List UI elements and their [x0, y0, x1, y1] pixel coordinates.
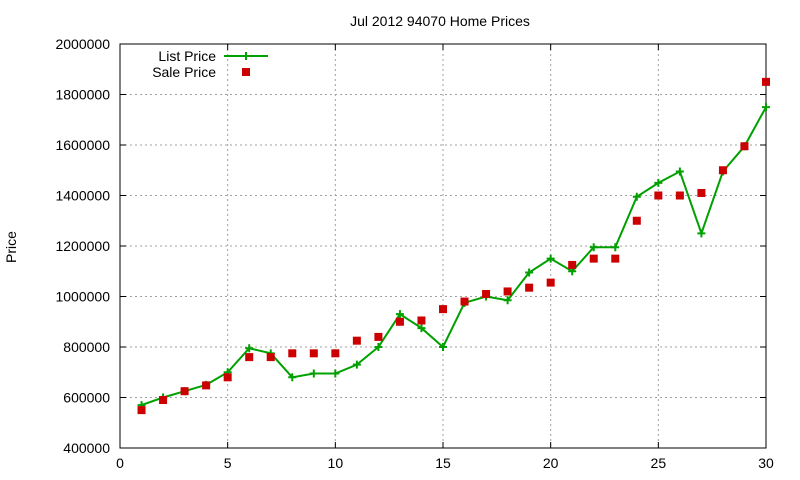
data-point: [460, 297, 469, 306]
data-point: [331, 369, 340, 378]
data-point: [352, 336, 361, 345]
y-tick-label: 600000: [63, 390, 110, 406]
series-line: [141, 106, 767, 407]
data-point: [159, 396, 168, 405]
data-point: [632, 192, 641, 201]
x-tick-label: 20: [543, 455, 559, 471]
data-point: [417, 316, 426, 325]
data-point: [568, 260, 577, 269]
data-point: [331, 349, 340, 358]
x-tick-label: 15: [435, 455, 451, 471]
y-tick-label: 1400000: [55, 188, 110, 204]
data-point: [589, 243, 598, 252]
data-point: [202, 381, 211, 390]
data-point: [611, 254, 620, 263]
y-tick-label: 1000000: [55, 289, 110, 305]
data-point: [546, 254, 555, 263]
data-point: [654, 191, 663, 200]
data-point: [439, 343, 447, 351]
data-point: [374, 332, 383, 341]
data-point: [675, 191, 684, 200]
data-point: [288, 373, 297, 382]
y-tick-labels: 400000 600000 800000 1000000 1200000 1400000 1…: [55, 36, 110, 456]
x-tick-label: 5: [224, 455, 232, 471]
x-tick-label: 30: [758, 455, 774, 471]
x-tick-labels: 0 5 10 15 20 25 30: [116, 455, 774, 471]
data-point: [762, 103, 770, 112]
data-point: [288, 349, 297, 358]
y-axis-label: Price: [3, 231, 19, 263]
chart-title: Jul 2012 94070 Home Prices: [350, 13, 530, 29]
y-tick-label: 800000: [63, 339, 110, 355]
data-point: [137, 406, 146, 415]
data-point: [417, 324, 426, 333]
series-layer: [137, 77, 770, 415]
data-point: [697, 229, 706, 238]
y-tick-label: 1200000: [55, 238, 110, 254]
y-tick-label: 1800000: [55, 87, 110, 103]
data-point: [503, 287, 512, 296]
data-point: [589, 254, 598, 263]
data-point: [374, 343, 383, 351]
data-point: [697, 188, 706, 197]
data-point: [675, 167, 684, 176]
data-point: [395, 310, 404, 319]
data-point: [180, 387, 189, 396]
data-point: [266, 353, 275, 362]
legend-swatch-marker: [242, 68, 250, 76]
data-point: [632, 216, 641, 225]
plot-frame: [119, 43, 767, 449]
data-point: [439, 305, 447, 314]
data-point: [546, 278, 555, 287]
data-point: [309, 369, 318, 378]
data-point: [503, 296, 512, 305]
data-point: [740, 142, 749, 151]
legend-label: List Price: [158, 48, 216, 64]
data-point: [309, 349, 318, 358]
x-tick-label: 10: [328, 455, 344, 471]
series-sale-price: [137, 77, 770, 415]
legend-swatch-marker: [242, 52, 250, 60]
data-point: [482, 289, 491, 298]
series-list-price: [137, 103, 770, 410]
data-point: [352, 360, 361, 369]
data-point: [245, 344, 254, 353]
data-point: [525, 283, 534, 292]
data-point: [245, 353, 254, 362]
data-point: [395, 317, 404, 326]
grid-lines: [120, 44, 766, 448]
x-tick-label: 25: [651, 455, 667, 471]
y-tick-label: 2000000: [55, 36, 110, 52]
legend-label: Sale Price: [152, 64, 216, 80]
data-point: [611, 243, 620, 252]
data-point: [762, 77, 770, 86]
data-point: [525, 268, 534, 277]
y-tick-label: 1600000: [55, 137, 110, 153]
data-point: [654, 178, 663, 187]
x-tick-label: 0: [116, 455, 124, 471]
data-point: [223, 373, 232, 382]
data-point: [718, 166, 727, 175]
y-tick-label: 400000: [63, 440, 110, 456]
